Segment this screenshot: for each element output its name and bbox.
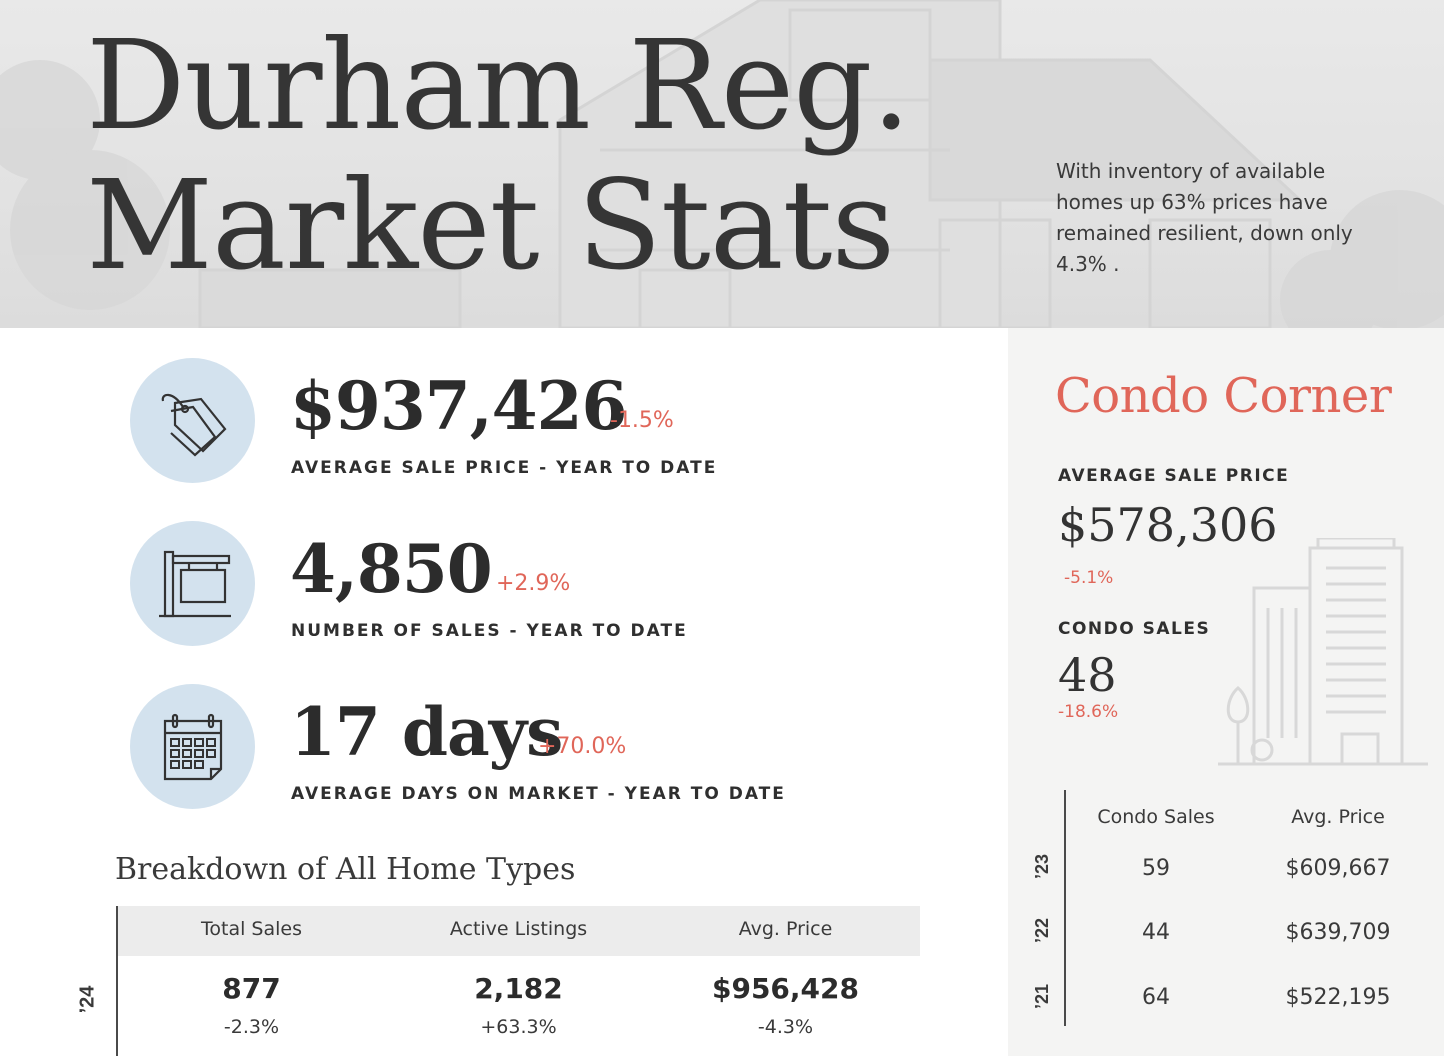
stat-change: +2.9% — [496, 571, 571, 596]
condo-row-year: ’21 — [1032, 983, 1053, 1010]
column-header-condo-avg-price: Avg. Price — [1291, 806, 1385, 828]
condo-row-sales: 59 — [1142, 856, 1170, 881]
header-banner: Durham Reg. Market Stats With inventory … — [0, 0, 1444, 328]
condo-sales-change: -18.6% — [1058, 702, 1119, 722]
stat-change: +70.0% — [538, 734, 627, 759]
stat-average-sale-price: $937,426 -1.5% AVERAGE SALE PRICE - YEAR… — [130, 358, 830, 488]
title-line-2: Market Stats — [86, 154, 895, 298]
condo-row-price: $639,709 — [1285, 920, 1391, 945]
avg-price-value: $956,428 — [711, 972, 859, 1005]
active-listings-change: +63.3% — [480, 1016, 557, 1038]
condo-row-year: ’22 — [1032, 917, 1053, 944]
page-title: Durham Reg. Market Stats — [86, 14, 911, 298]
condo-building-icon — [1218, 538, 1428, 766]
condo-table-divider — [1064, 790, 1066, 1026]
stat-number-of-sales: 4,850 +2.9% NUMBER OF SALES - YEAR TO DA… — [130, 521, 830, 651]
condo-sales-label: CONDO SALES — [1058, 619, 1211, 639]
column-header-condo-sales: Condo Sales — [1097, 806, 1215, 828]
avg-price-change: -4.3% — [757, 1016, 814, 1038]
stat-label: AVERAGE DAYS ON MARKET - YEAR TO DATE — [291, 784, 786, 804]
title-line-1: Durham Reg. — [86, 14, 911, 158]
house-background-image — [0, 0, 1444, 328]
stat-label: NUMBER OF SALES - YEAR TO DATE — [291, 621, 688, 641]
stat-value: 4,850 — [290, 530, 493, 608]
condo-sales-value: 48 — [1058, 648, 1117, 702]
condo-avg-price-value: $578,306 — [1058, 498, 1278, 552]
header-subtitle: With inventory of available homes up 63%… — [1056, 159, 1353, 276]
total-sales-change: -2.3% — [223, 1016, 280, 1038]
breakdown-divider — [116, 906, 118, 1056]
condo-avg-price-label: AVERAGE SALE PRICE — [1058, 466, 1290, 486]
condo-row-sales: 44 — [1142, 920, 1170, 945]
stat-value: $937,426 — [290, 367, 627, 445]
column-header-active-listings: Active Listings — [449, 918, 588, 940]
condo-row-year: ’23 — [1032, 853, 1053, 880]
active-listings-value: 2,182 — [474, 972, 563, 1005]
condo-row-price: $522,195 — [1285, 985, 1391, 1010]
stat-value: 17 days — [290, 693, 563, 771]
condo-corner-title: Condo Corner — [1055, 368, 1392, 424]
breakdown-table-header: Total Sales Active Listings Avg. Price — [118, 906, 920, 956]
stat-label: AVERAGE SALE PRICE - YEAR TO DATE — [291, 458, 718, 478]
condo-avg-price-change: -5.1% — [1064, 568, 1114, 588]
price-tag-icon — [130, 358, 255, 483]
for-sale-sign-icon — [130, 521, 255, 646]
table-row: 877 2,182 $956,428 -2.3% +63.3% -4.3% — [118, 0, 920, 1056]
total-sales-value: 877 — [222, 972, 281, 1005]
condo-row-price: $609,667 — [1285, 856, 1391, 881]
condo-row-sales: 64 — [1142, 985, 1170, 1010]
breakdown-title: Breakdown of All Home Types — [115, 852, 576, 887]
condo-corner-panel: Condo Corner AVERAGE SALE PRICE $578,306… — [1008, 328, 1444, 1056]
column-header-avg-price: Avg. Price — [738, 918, 833, 940]
column-header-total-sales: Total Sales — [201, 918, 302, 940]
stat-days-on-market: 17 days +70.0% AVERAGE DAYS ON MARKET - … — [130, 684, 830, 814]
breakdown-year-label: ’24 — [76, 985, 99, 1014]
stat-change: -1.5% — [610, 408, 674, 433]
calendar-icon — [130, 684, 255, 809]
